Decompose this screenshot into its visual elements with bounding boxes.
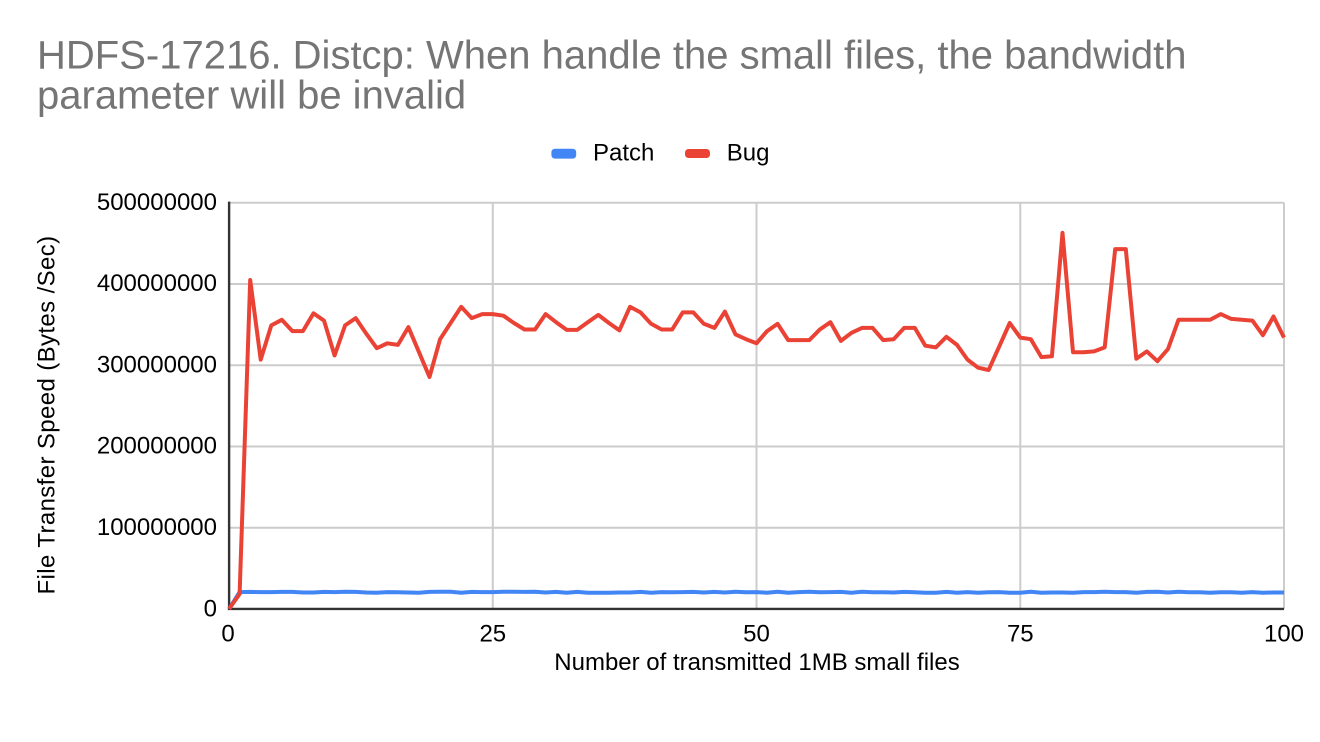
svg-text:400000000: 400000000 bbox=[97, 270, 217, 297]
svg-text:300000000: 300000000 bbox=[97, 351, 217, 378]
svg-text:500000000: 500000000 bbox=[97, 189, 217, 216]
svg-text:50: 50 bbox=[743, 620, 770, 647]
svg-text:Patch: Patch bbox=[593, 139, 654, 166]
svg-text:75: 75 bbox=[1007, 620, 1034, 647]
svg-text:0: 0 bbox=[221, 620, 234, 647]
svg-text:100: 100 bbox=[1264, 620, 1304, 647]
svg-text:0: 0 bbox=[204, 595, 217, 622]
svg-text:25: 25 bbox=[479, 620, 506, 647]
svg-text:Bug: Bug bbox=[727, 139, 770, 166]
svg-text:HDFS-17216. Distcp: When handl: HDFS-17216. Distcp: When handle the smal… bbox=[37, 34, 1186, 78]
svg-text:File Transfer Speed (Bytes /S: File Transfer Speed (Bytes /Sec) bbox=[34, 236, 61, 595]
svg-text:Number of transmitted 1MB smal: Number of transmitted 1MB small files bbox=[554, 649, 959, 676]
svg-text:parameter will be invalid: parameter will be invalid bbox=[37, 74, 466, 118]
svg-text:100000000: 100000000 bbox=[97, 514, 217, 541]
svg-text:200000000: 200000000 bbox=[97, 433, 217, 460]
